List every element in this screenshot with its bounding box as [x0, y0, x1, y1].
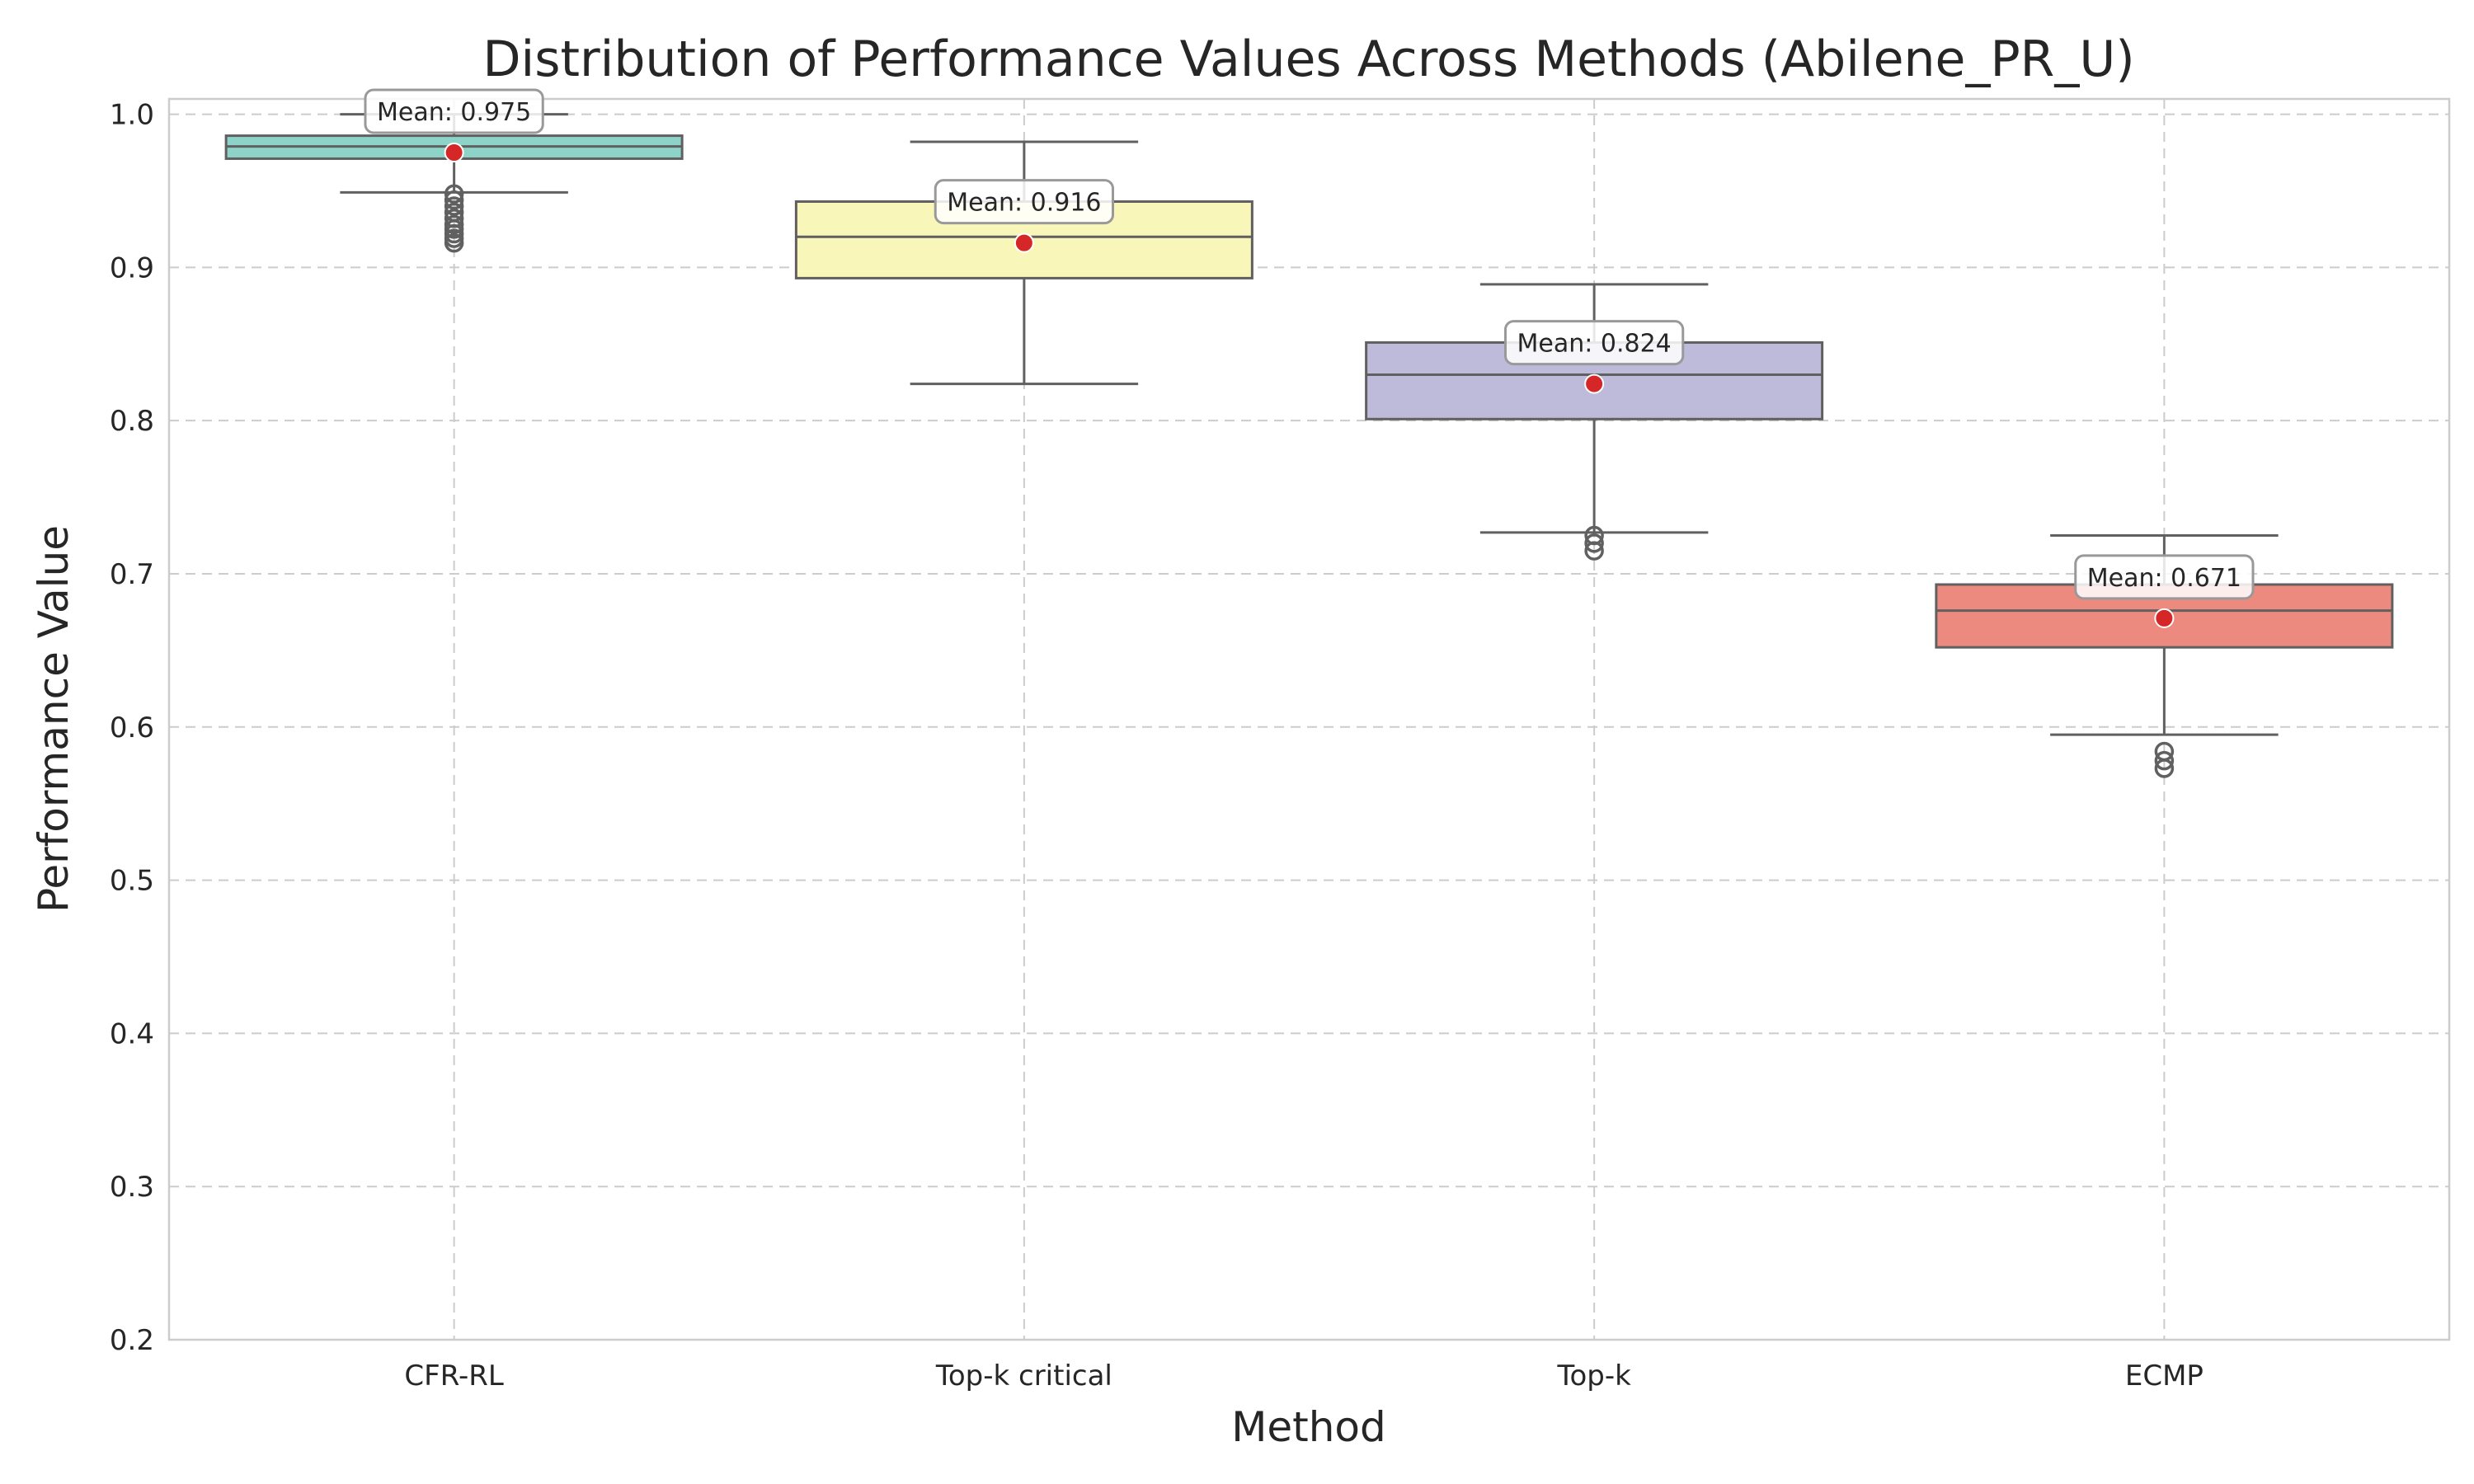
outlier-point	[2154, 758, 2175, 778]
mean-annotation: Mean: 0.671	[2074, 554, 2255, 600]
mean-annotation-box	[1503, 320, 1685, 366]
outlier-point	[2154, 750, 2175, 771]
y-axis-label: Performance Value	[30, 525, 78, 913]
x-tick-label: CFR-RL	[404, 1360, 503, 1392]
mean-annotation-box	[364, 88, 544, 134]
x-axis-label: Method	[1231, 1403, 1386, 1451]
y-tick-label: 0.9	[110, 251, 154, 284]
x-tick-label: ECMP	[2125, 1360, 2204, 1392]
y-tick-label: 0.7	[110, 558, 154, 591]
box-layer	[224, 113, 2394, 778]
mean-annotation-box	[934, 179, 1115, 225]
y-tick-label: 0.8	[110, 405, 154, 438]
y-tick-label: 0.5	[110, 865, 154, 898]
y-tick-label: 0.3	[110, 1171, 154, 1204]
outlier-point	[444, 190, 464, 210]
plot-frame	[167, 97, 2451, 1341]
annotation-layer: Mean: 0.975 Mean: 0.916 Mean: 0.824 Mean: 0…	[364, 88, 2255, 600]
mean-marker	[2154, 608, 2175, 628]
outlier-point	[444, 196, 464, 216]
x-tick-label: Top-k critical	[935, 1360, 1112, 1392]
mean-annotation: Mean: 0.975	[364, 88, 544, 134]
y-tick-label: 0.4	[110, 1017, 154, 1050]
box-group	[1365, 283, 1824, 561]
mean-annotation: Mean: 0.916	[934, 179, 1115, 225]
y-tick-label: 0.6	[110, 711, 154, 744]
y-tick-label: 0.2	[110, 1324, 154, 1357]
outlier-point	[1584, 533, 1604, 553]
tick-layer: 0.2 0.3 0.4 0.5 0.6 0.7 0.8 0.9 1.0 CFR-RL Top-k c…	[110, 99, 2204, 1392]
y-tick-label: 1.0	[110, 99, 154, 132]
mean-marker	[1014, 232, 1034, 253]
mean-annotation-label: Mean: 0.916	[947, 189, 1101, 218]
chart-title: Distribution of Performance Values Acros…	[482, 31, 2134, 88]
outlier-point	[444, 184, 464, 204]
x-tick-label: Top-k	[1556, 1360, 1631, 1392]
mean-annotation-label: Mean: 0.671	[2087, 564, 2241, 593]
outlier-point	[1584, 541, 1604, 561]
mean-annotation-box	[2074, 554, 2255, 600]
mean-marker	[444, 143, 464, 163]
mean-annotation: Mean: 0.824	[1503, 320, 1685, 366]
mean-annotation-label: Mean: 0.824	[1517, 330, 1671, 359]
mean-marker	[1584, 373, 1605, 394]
outlier-point	[444, 232, 464, 253]
mean-annotation-label: Mean: 0.975	[377, 98, 531, 127]
